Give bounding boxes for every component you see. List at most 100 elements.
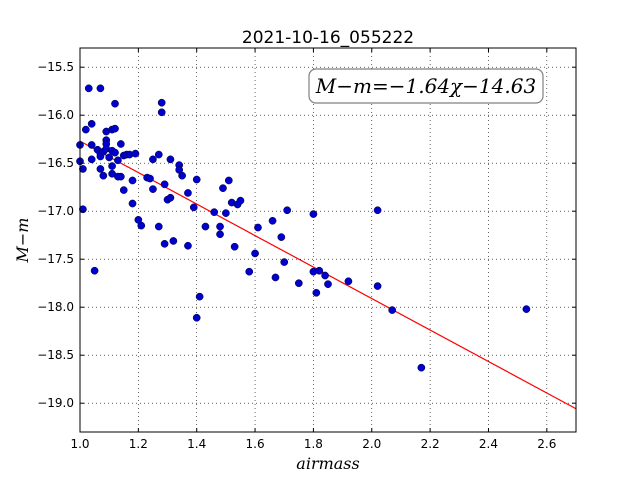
data-point <box>131 149 140 158</box>
x-tick-label: 1.2 <box>129 437 148 451</box>
y-tick-label: −18.5 <box>37 348 74 362</box>
data-point <box>99 171 108 180</box>
data-point <box>216 222 224 231</box>
data-point <box>251 249 259 258</box>
y-tick-label: −18.0 <box>37 300 74 314</box>
data-point <box>160 180 169 189</box>
data-point <box>87 119 96 128</box>
data-point <box>219 184 227 193</box>
data-point <box>230 242 239 251</box>
data-point <box>324 280 332 289</box>
data-point <box>224 176 233 185</box>
data-point <box>119 186 128 194</box>
data-point <box>192 313 201 322</box>
data-point <box>111 124 119 133</box>
data-point <box>81 125 90 134</box>
fit-equation: M−m=−1.64χ−14.63 <box>315 74 536 98</box>
data-point <box>315 266 324 275</box>
x-tick-label: 2.4 <box>479 437 498 451</box>
data-point <box>192 175 201 184</box>
x-tick-label: 2.0 <box>362 437 381 451</box>
data-point <box>195 292 204 301</box>
y-tick-label: −16.5 <box>37 156 74 170</box>
data-point <box>373 206 382 215</box>
axis-ticks: 1.0 1.2 1.4 1.6 1.8 2.0 2.2 2.4 2.6 −15.5 −16.0 −16… <box>37 48 576 451</box>
x-axis-label: airmass <box>296 454 359 473</box>
data-point <box>222 209 230 217</box>
x-tick-label: 1.8 <box>304 437 323 451</box>
plot-area <box>80 48 576 432</box>
data-point <box>157 108 166 117</box>
data-point <box>79 165 87 173</box>
grid-lines <box>80 48 576 432</box>
y-tick-label: −19.0 <box>37 396 74 410</box>
data-point <box>149 185 157 193</box>
data-point <box>169 237 178 245</box>
data-point <box>111 99 119 108</box>
data-point <box>245 267 254 276</box>
data-point <box>90 266 99 275</box>
data-point <box>268 216 277 225</box>
y-tick-label: −15.5 <box>37 60 74 74</box>
data-point <box>149 155 157 164</box>
x-tick-label: 2.6 <box>537 437 556 451</box>
data-point <box>216 230 224 239</box>
data-point <box>114 156 122 165</box>
data-point <box>277 233 286 241</box>
y-tick-label: −16.0 <box>37 108 74 122</box>
plot-frame <box>79 47 577 433</box>
data-point <box>96 84 105 93</box>
y-tick-label: −17.5 <box>37 252 74 266</box>
data-point <box>128 199 137 208</box>
data-point <box>280 258 289 266</box>
fit-annotation: M−m=−1.64χ−14.63 <box>308 68 544 104</box>
data-point <box>271 273 280 282</box>
data-point <box>116 140 125 148</box>
data-point <box>344 277 353 286</box>
data-point <box>157 98 166 107</box>
x-tick-label: 1.6 <box>246 437 265 451</box>
x-tick-label: 2.2 <box>421 437 440 451</box>
x-tick-label: 1.0 <box>70 437 89 451</box>
data-point <box>160 239 169 248</box>
data-point <box>178 171 186 180</box>
data-point <box>373 282 382 290</box>
chart-title: 2021-10-16_055222 <box>242 28 414 48</box>
data-point <box>154 150 163 159</box>
data-points <box>76 84 531 372</box>
data-point <box>283 206 292 215</box>
data-point <box>254 223 262 232</box>
y-tick-label: −17.0 <box>37 204 74 218</box>
data-point <box>111 148 119 157</box>
data-point <box>522 305 531 313</box>
data-point <box>87 155 96 164</box>
data-point <box>87 141 96 149</box>
data-point <box>96 165 105 173</box>
data-point <box>184 189 192 197</box>
data-point <box>236 196 245 205</box>
data-point <box>84 84 93 93</box>
data-point <box>166 193 175 202</box>
data-point <box>146 174 154 183</box>
data-point <box>184 241 192 250</box>
data-point <box>166 155 175 164</box>
x-tick-label: 1.4 <box>187 437 206 451</box>
data-point <box>154 222 163 231</box>
data-point <box>108 162 116 170</box>
data-point <box>201 222 210 231</box>
data-point <box>137 221 146 230</box>
data-point <box>417 363 426 372</box>
data-point <box>294 279 303 288</box>
data-point <box>309 210 318 218</box>
data-point <box>312 288 321 297</box>
data-point <box>321 271 329 280</box>
data-point <box>189 203 198 212</box>
data-point <box>116 172 125 181</box>
data-point <box>128 176 137 185</box>
data-point <box>388 306 397 314</box>
annotation-box <box>308 68 544 104</box>
data-point <box>105 153 114 162</box>
data-point <box>210 208 219 217</box>
y-axis-label: M−m <box>13 218 32 264</box>
